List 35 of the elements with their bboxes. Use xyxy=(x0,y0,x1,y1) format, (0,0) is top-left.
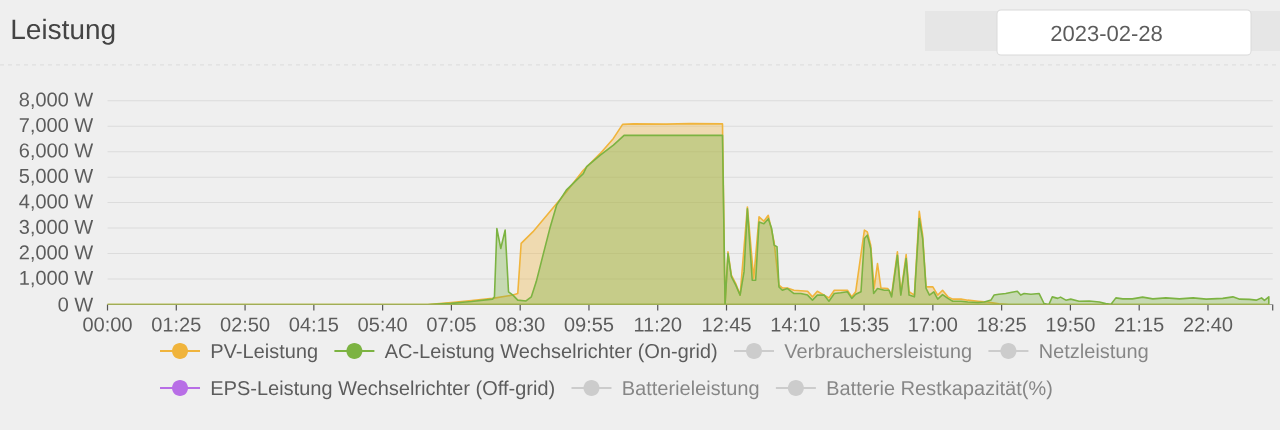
x-tick-label: 04:15 xyxy=(289,317,339,332)
legend-label: PV-Leistung xyxy=(211,343,317,363)
x-tick-label: 02:50 xyxy=(220,317,270,332)
legend-label: AC-Leistung Wechselrichter (On-grid) xyxy=(384,343,717,363)
legend-label: Verbrauchersleistung xyxy=(784,343,971,363)
x-tick-label: 19:50 xyxy=(1046,317,1095,332)
y-tick-label: 5,000 W xyxy=(19,168,94,186)
x-tick-label: 11:20 xyxy=(634,317,682,332)
x-tick-label: 15:35 xyxy=(840,317,889,332)
x-tick-label: 17:00 xyxy=(909,317,958,332)
y-tick-label: 8,000 W xyxy=(19,92,94,109)
chart-title: Leistung xyxy=(12,18,115,45)
y-tick-label: 4,000 W xyxy=(19,194,94,211)
x-tick-label: 14:10 xyxy=(771,317,820,332)
x-tick-label: 18:25 xyxy=(978,317,1026,332)
y-tick-label: 2,000 W xyxy=(19,245,94,262)
y-tick-label: 6,000 W xyxy=(19,143,94,160)
x-tick-label: 22:40 xyxy=(1183,317,1233,332)
x-tick-label: 07:05 xyxy=(427,317,476,332)
x-tick-label: 00:00 xyxy=(83,317,132,332)
chart-subtitle: 2023-02-28 xyxy=(1051,25,1162,42)
y-tick-label: 1,000 W xyxy=(20,270,94,288)
y-tick-label: 0 W xyxy=(58,297,94,312)
x-tick-label: 09:55 xyxy=(564,317,614,332)
y-tick-label: 7,000 W xyxy=(19,117,94,135)
x-tick-label: 08:30 xyxy=(495,317,545,332)
x-tick-label: 05:40 xyxy=(358,317,407,332)
x-tick-label: 01:25 xyxy=(152,317,201,332)
legend-label: EPS-Leistung Wechselrichter (Off-grid) xyxy=(211,380,554,400)
legend-label: Batterieleistung xyxy=(623,380,759,400)
legend-label: Batterie Restkapazität(%) xyxy=(827,380,1052,400)
legend-label: Netzleistung xyxy=(1040,343,1148,363)
x-tick-label: 21:15 xyxy=(1115,317,1164,332)
y-tick-label: 3,000 W xyxy=(19,219,94,237)
x-tick-label: 12:45 xyxy=(703,317,751,332)
